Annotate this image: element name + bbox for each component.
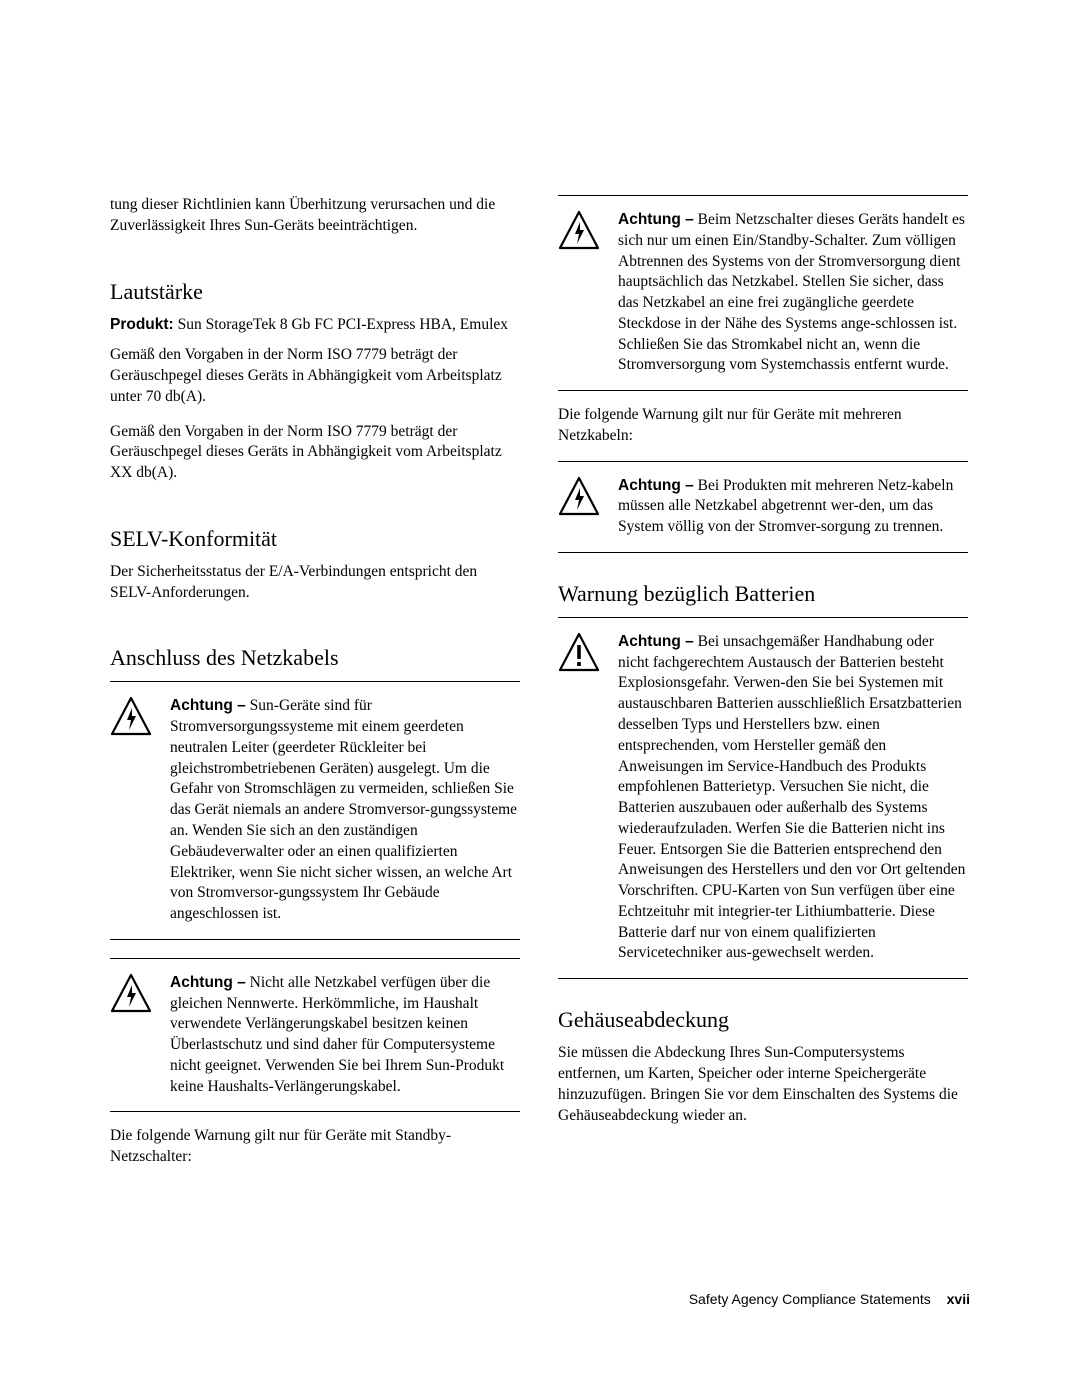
warning-4-text: Achtung – Bei Produkten mit mehreren Net… — [618, 476, 968, 538]
heading-netzkabel: Anschluss des Netzkabels — [110, 645, 520, 671]
footer-title: Safety Agency Compliance Statements — [689, 1291, 931, 1307]
lautstaerke-p2: Gemäß den Vorgaben in der Norm ISO 7779 … — [110, 422, 520, 484]
warning-5-text: Achtung – Bei unsachgemäßer Handhabung o… — [618, 632, 968, 964]
warning-body: Bei unsachgemäßer Handhabung oder nicht … — [618, 633, 965, 961]
product-line: Produkt: Sun StorageTek 8 Gb FC PCI-Expr… — [110, 315, 520, 336]
page-number: xvii — [947, 1291, 970, 1307]
gehaeuse-p1: Sie müssen die Abdeckung Ihres Sun-Compu… — [558, 1043, 968, 1126]
electric-hazard-icon — [558, 476, 600, 518]
warning-label: Achtung – — [618, 211, 694, 228]
warning-label: Achtung – — [618, 633, 694, 650]
warning-body: Nicht alle Netzkabel verfügen über die g… — [170, 974, 504, 1095]
right-column: Achtung – Beim Netzschalter dieses Gerät… — [558, 195, 968, 1182]
heading-gehaeuse: Gehäuseabdeckung — [558, 1007, 968, 1033]
lautstaerke-p1: Gemäß den Vorgaben in der Norm ISO 7779 … — [110, 345, 520, 407]
heading-lautstaerke: Lautstärke — [110, 279, 520, 305]
rule — [558, 978, 968, 979]
warning-body: Beim Netzschalter dieses Geräts handelt … — [618, 211, 965, 373]
rule — [110, 1111, 520, 1112]
standby-note: Die folgende Warnung gilt nur für Geräte… — [110, 1126, 520, 1168]
product-value: Sun StorageTek 8 Gb FC PCI-Express HBA, … — [174, 316, 508, 333]
warning-block-2: Achtung – Nicht alle Netzkabel verfügen … — [110, 959, 520, 1112]
left-column: tung dieser Richtlinien kann Überhitzung… — [110, 195, 520, 1182]
electric-hazard-icon — [558, 210, 600, 252]
warning-label: Achtung – — [170, 697, 246, 714]
warning-label: Achtung – — [170, 974, 246, 991]
warning-block-3: Achtung – Beim Netzschalter dieses Gerät… — [558, 196, 968, 390]
rule — [558, 552, 968, 553]
electric-hazard-icon — [110, 696, 152, 738]
selv-p1: Der Sicherheitsstatus der E/A-Verbindung… — [110, 562, 520, 604]
product-label: Produkt: — [110, 316, 174, 333]
warning-block-4: Achtung – Bei Produkten mit mehreren Net… — [558, 462, 968, 552]
warning-body: Sun-Geräte sind für Stromversorgungssyst… — [170, 697, 517, 922]
heading-batterien: Warnung bezüglich Batterien — [558, 581, 968, 607]
rule — [558, 390, 968, 391]
warning-block-5: Achtung – Bei unsachgemäßer Handhabung o… — [558, 618, 968, 978]
warning-2-text: Achtung – Nicht alle Netzkabel verfügen … — [170, 973, 520, 1098]
warning-label: Achtung – — [618, 477, 694, 494]
document-page: tung dieser Richtlinien kann Überhitzung… — [0, 0, 1080, 1397]
warning-3-text: Achtung – Beim Netzschalter dieses Gerät… — [618, 210, 968, 376]
general-hazard-icon — [558, 632, 600, 674]
warning-block-1: Achtung – Sun-Geräte sind für Stromverso… — [110, 682, 520, 938]
multi-cable-note: Die folgende Warnung gilt nur für Geräte… — [558, 405, 968, 447]
electric-hazard-icon — [110, 973, 152, 1015]
warning-1-text: Achtung – Sun-Geräte sind für Stromverso… — [170, 696, 520, 924]
page-footer: Safety Agency Compliance Statements xvii — [689, 1291, 970, 1307]
two-column-layout: tung dieser Richtlinien kann Überhitzung… — [110, 195, 970, 1182]
heading-selv: SELV-Konformität — [110, 526, 520, 552]
intro-paragraph: tung dieser Richtlinien kann Überhitzung… — [110, 195, 520, 237]
